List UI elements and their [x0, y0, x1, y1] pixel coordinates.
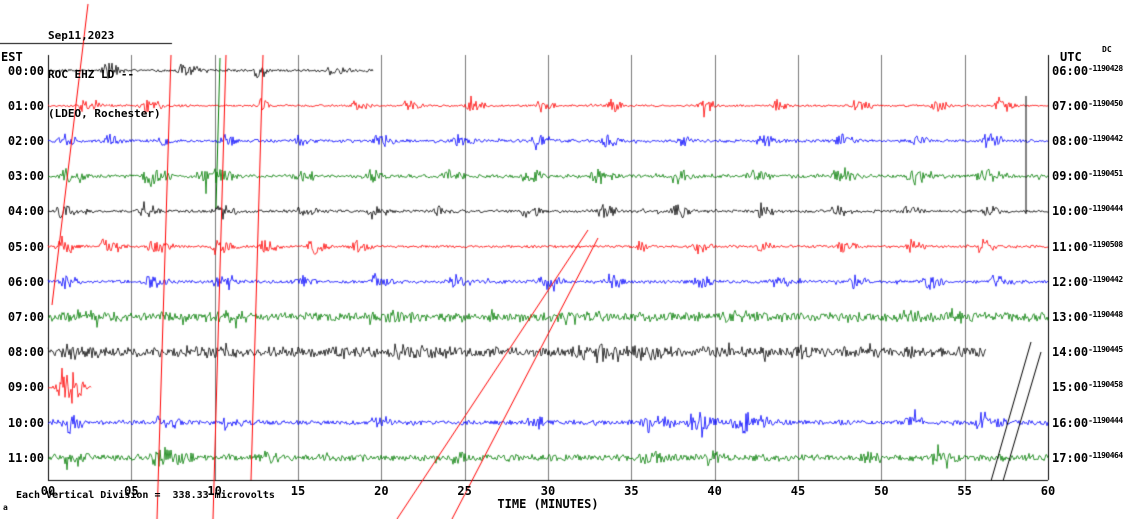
clock-drift-value: -1190428	[1088, 63, 1123, 73]
header-block: Sep11,2023 ROC EHZ LD -- (LDEO, Rocheste…	[48, 3, 161, 146]
est-hour-label: 01:00	[7, 98, 44, 113]
clock-drift-value: -1190508	[1088, 239, 1123, 249]
est-hour-label: 03:00	[7, 169, 44, 184]
clock-drift-value: -1190445	[1088, 345, 1123, 355]
clock-drift-value: -1190442	[1088, 274, 1123, 284]
clock-drift-value: -1190442	[1088, 133, 1123, 143]
utc-hour-label: 17:00	[1052, 450, 1089, 465]
clock-drift-value: -1190451	[1088, 169, 1123, 179]
minute-tick-label: 55	[957, 484, 972, 498]
minute-tick-label: 50	[874, 484, 889, 498]
utc-hour-row: 15:00-1190458	[1052, 380, 1130, 394]
minute-tick-label: 35	[624, 484, 639, 498]
utc-hour-row: 14:00-1190445	[1052, 345, 1130, 359]
minute-tick-label: 10	[207, 484, 222, 498]
scale-note: Each Vertical Division = 338.33 microvol…	[16, 490, 275, 501]
est-hour-label: 02:00	[7, 133, 44, 148]
utc-hour-row: 06:00-1190428	[1052, 64, 1130, 78]
utc-hour-label: 11:00	[1052, 239, 1089, 254]
corner-mark: a	[3, 503, 8, 512]
utc-hour-label: 13:00	[1052, 309, 1089, 324]
est-hour-label: 06:00	[7, 274, 44, 289]
clock-drift-value: -1190444	[1088, 415, 1123, 425]
utc-hour-row: 09:00-1190451	[1052, 169, 1130, 183]
utc-hour-label: 12:00	[1052, 274, 1089, 289]
clock-drift-value: -1190458	[1088, 380, 1123, 390]
est-hour-label: 10:00	[7, 415, 44, 430]
minute-tick-label: 15	[290, 484, 306, 498]
dc-label: DC	[1102, 45, 1112, 54]
est-hour-label: 07:00	[7, 309, 44, 324]
est-hour-label: 05:00	[7, 239, 44, 254]
minute-tick-label: 00	[40, 484, 56, 498]
utc-axis-label: UTC	[1060, 50, 1082, 64]
header-network: (LDEO, Rochester)	[48, 107, 161, 120]
minute-tick-label: 45	[790, 484, 806, 498]
clock-drift-value: -1190448	[1088, 309, 1123, 319]
utc-hour-row: 07:00-1190450	[1052, 99, 1130, 113]
utc-hour-label: 07:00	[1052, 98, 1089, 113]
utc-hour-label: 06:00	[1052, 63, 1089, 78]
est-hour-label: 04:00	[7, 204, 44, 219]
minute-tick-label: 60	[1040, 484, 1056, 498]
utc-hour-row: 11:00-1190508	[1052, 240, 1130, 254]
utc-hour-label: 14:00	[1052, 345, 1089, 360]
est-hour-label: 08:00	[7, 345, 44, 360]
est-hour-label: 00:00	[7, 63, 44, 78]
minute-tick-label: 25	[457, 484, 472, 498]
minute-tick-label: 30	[540, 484, 556, 498]
utc-hour-label: 16:00	[1052, 415, 1089, 430]
est-hour-label: 09:00	[7, 380, 44, 395]
clock-drift-value: -1190450	[1088, 98, 1123, 108]
utc-hour-row: 17:00-1190464	[1052, 451, 1130, 465]
clock-drift-value: -1190464	[1088, 450, 1123, 460]
header-station: ROC EHZ LD --	[48, 68, 135, 81]
minute-tick-label: 40	[707, 484, 722, 498]
minute-tick-label: 05	[124, 484, 139, 498]
utc-hour-row: 10:00-1190444	[1052, 204, 1130, 218]
est-hour-label: 11:00	[7, 450, 44, 465]
utc-hour-row: 16:00-1190444	[1052, 416, 1130, 430]
utc-hour-label: 10:00	[1052, 204, 1089, 219]
minute-tick-label: 20	[374, 484, 389, 498]
header-date: Sep11,2023	[48, 29, 115, 42]
utc-hour-label: 09:00	[1052, 169, 1089, 184]
x-axis-title: TIME (MINUTES)	[497, 497, 599, 511]
clock-drift-value: -1190444	[1088, 204, 1123, 214]
utc-hour-label: 08:00	[1052, 133, 1089, 148]
utc-hour-row: 08:00-1190442	[1052, 134, 1130, 148]
utc-hour-label: 15:00	[1052, 380, 1089, 395]
utc-hour-row: 12:00-1190442	[1052, 275, 1130, 289]
est-axis-label: EST	[1, 50, 23, 64]
utc-hour-row: 13:00-1190448	[1052, 310, 1130, 324]
